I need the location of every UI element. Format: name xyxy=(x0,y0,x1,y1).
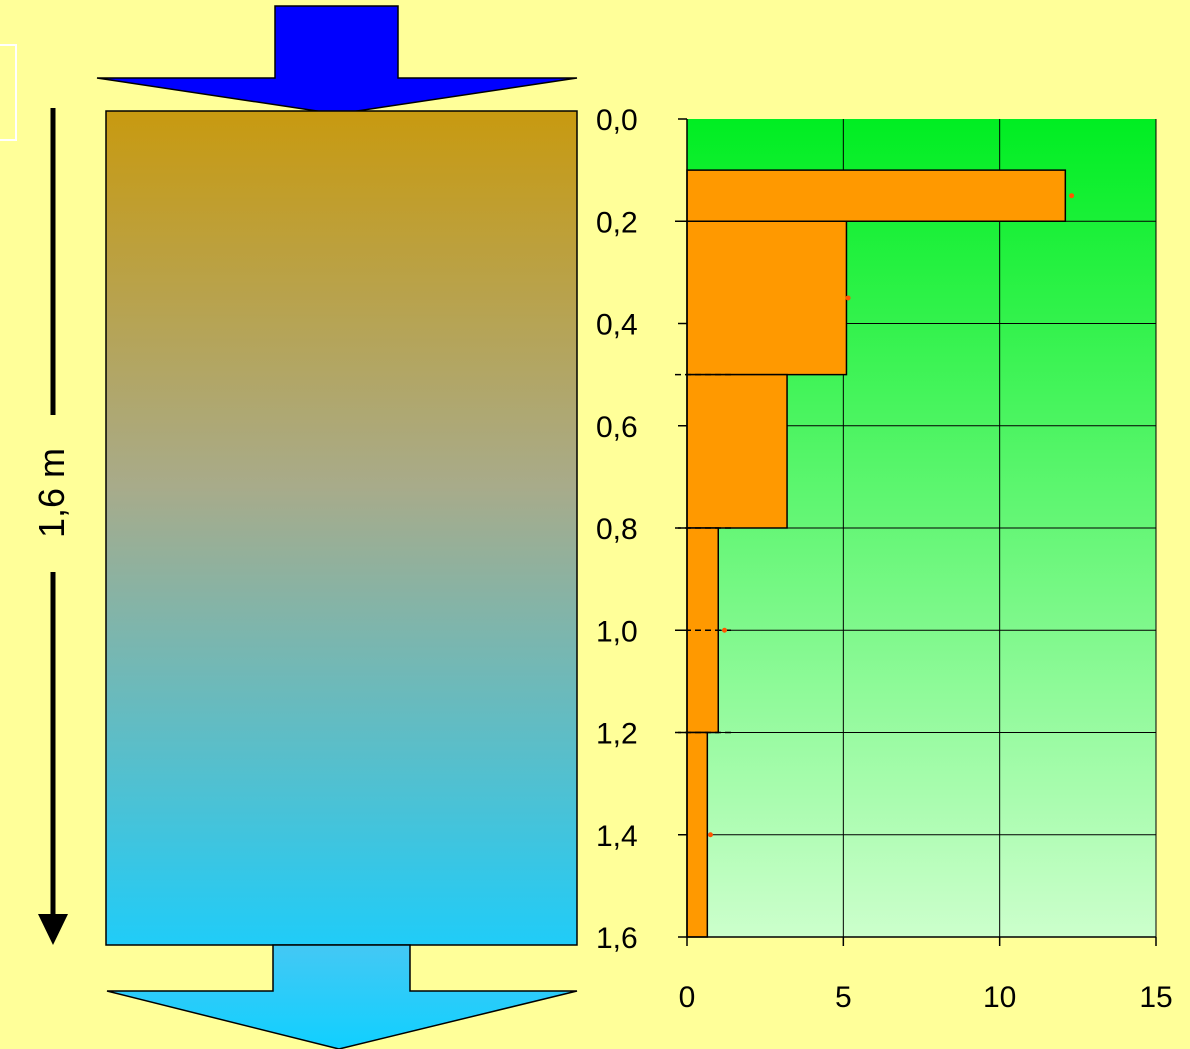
soil-column xyxy=(105,110,578,946)
axes xyxy=(678,118,1157,946)
bar xyxy=(686,169,1067,222)
y-tick-label: 1,0 xyxy=(596,615,638,648)
y-tick-labels: 0,0 0,2 0,4 0,6 0,8 1,0 1,2 1,4 1,6 xyxy=(596,104,638,955)
y-tick-label: 0,8 xyxy=(596,513,638,546)
data-point xyxy=(722,627,728,633)
chart: 0,0 0,2 0,4 0,6 0,8 1,0 1,2 1,4 1,6 0 5 10 15 xyxy=(596,104,1173,1014)
bar xyxy=(686,731,709,938)
down-arrow-icon xyxy=(38,914,68,945)
y-tick-label: 0,2 xyxy=(596,206,638,239)
y-tick-label: 0,6 xyxy=(596,411,638,444)
x-tick-label: 0 xyxy=(679,981,696,1014)
y-tick-label: 0,4 xyxy=(596,309,638,342)
down-arrow-icon xyxy=(96,5,578,115)
x-tick-label: 15 xyxy=(1139,981,1172,1014)
x-tick-labels: 0 5 10 15 xyxy=(679,981,1173,1014)
bar xyxy=(686,527,720,734)
y-tick-label: 0,0 xyxy=(596,104,638,137)
y-tick-label: 1,6 xyxy=(596,922,638,955)
down-arrow-icon xyxy=(106,944,578,1049)
bar xyxy=(686,220,848,376)
frame-fragment xyxy=(0,44,17,141)
x-tick-label: 10 xyxy=(983,981,1016,1014)
inflow-arrow xyxy=(96,5,578,115)
y-tick-label: 1,4 xyxy=(596,820,638,853)
marker-series xyxy=(707,193,1075,838)
depth-scale-label: 1,6 m xyxy=(31,448,72,538)
outflow-arrow xyxy=(106,944,578,1049)
data-point xyxy=(845,295,851,301)
y-tick-label: 1,2 xyxy=(596,718,638,751)
x-tick-label: 5 xyxy=(835,981,852,1014)
depth-scale: 1,6 m xyxy=(31,108,72,945)
bar xyxy=(686,373,788,529)
data-point xyxy=(707,832,713,838)
data-point xyxy=(1069,193,1075,199)
